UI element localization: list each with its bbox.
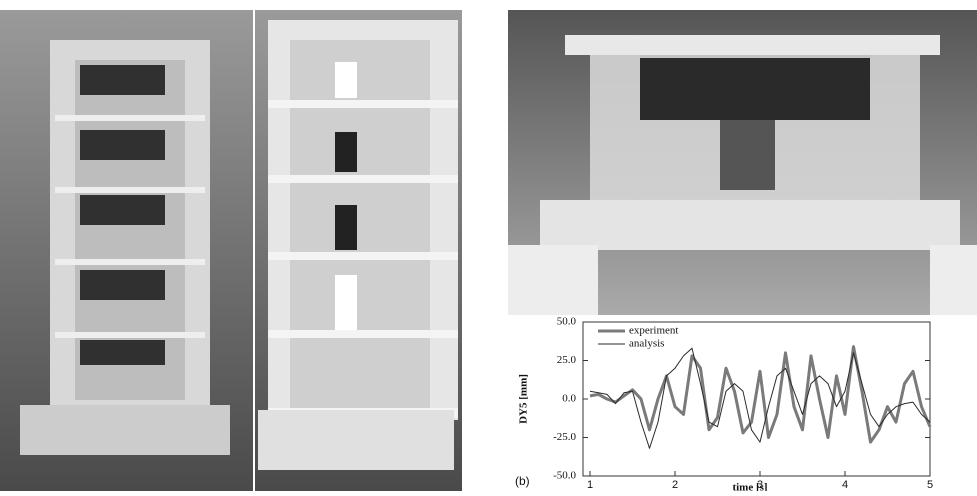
x-axis-label: time [s] (732, 482, 767, 491)
y-tick-label: 0.0 (562, 393, 576, 405)
legend-label: analysis (629, 338, 664, 350)
y-tick-label: 25.0 (557, 354, 577, 366)
x-tick-label: 1 (587, 479, 593, 491)
y-tick-label: -25.0 (553, 431, 576, 443)
y-tick-label: 50.0 (557, 316, 577, 328)
x-tick-label: 5 (927, 479, 933, 491)
panel-label: (b) (515, 474, 530, 488)
photo-left (0, 10, 462, 491)
y-axis-label: DY5 [mm] (518, 374, 530, 424)
figure: (b) -50.0-25.00.025.050.012345DY5 [mm]ti… (0, 0, 977, 491)
x-tick-label: 4 (842, 479, 848, 491)
x-tick-label: 2 (672, 479, 678, 491)
y-tick-label: -50.0 (553, 470, 576, 482)
photo-right (508, 10, 977, 315)
data-line (590, 347, 930, 443)
legend-label: experiment (629, 325, 678, 337)
